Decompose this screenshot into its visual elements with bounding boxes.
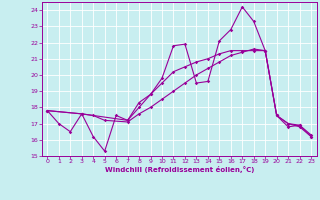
X-axis label: Windchill (Refroidissement éolien,°C): Windchill (Refroidissement éolien,°C) bbox=[105, 166, 254, 173]
